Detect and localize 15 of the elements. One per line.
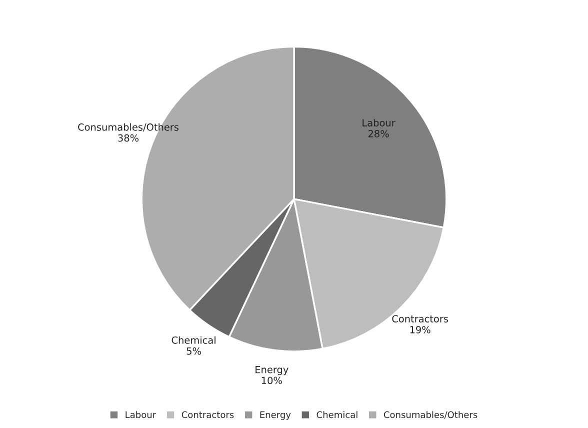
- data-label: 38%: [118, 134, 139, 142]
- legend-label: Energy: [260, 411, 291, 420]
- data-label: 19%: [410, 326, 430, 334]
- legend-label: Consumables/Others: [384, 411, 478, 419]
- slice-label: Energy: [256, 366, 288, 376]
- slice-label: Chemical: [172, 336, 216, 344]
- slice-label: Labour: [362, 118, 396, 126]
- legend-label: Contractors: [182, 411, 234, 418]
- data-label: 10%: [262, 376, 282, 384]
- slice-label: Consumables/Others: [78, 123, 178, 132]
- data-label: 5%: [186, 347, 201, 355]
- slice-label: Contractors: [392, 315, 448, 322]
- legend-label: Chemical: [316, 411, 358, 418]
- legend-label: Labour: [126, 411, 156, 418]
- data-label: 28%: [368, 130, 389, 138]
